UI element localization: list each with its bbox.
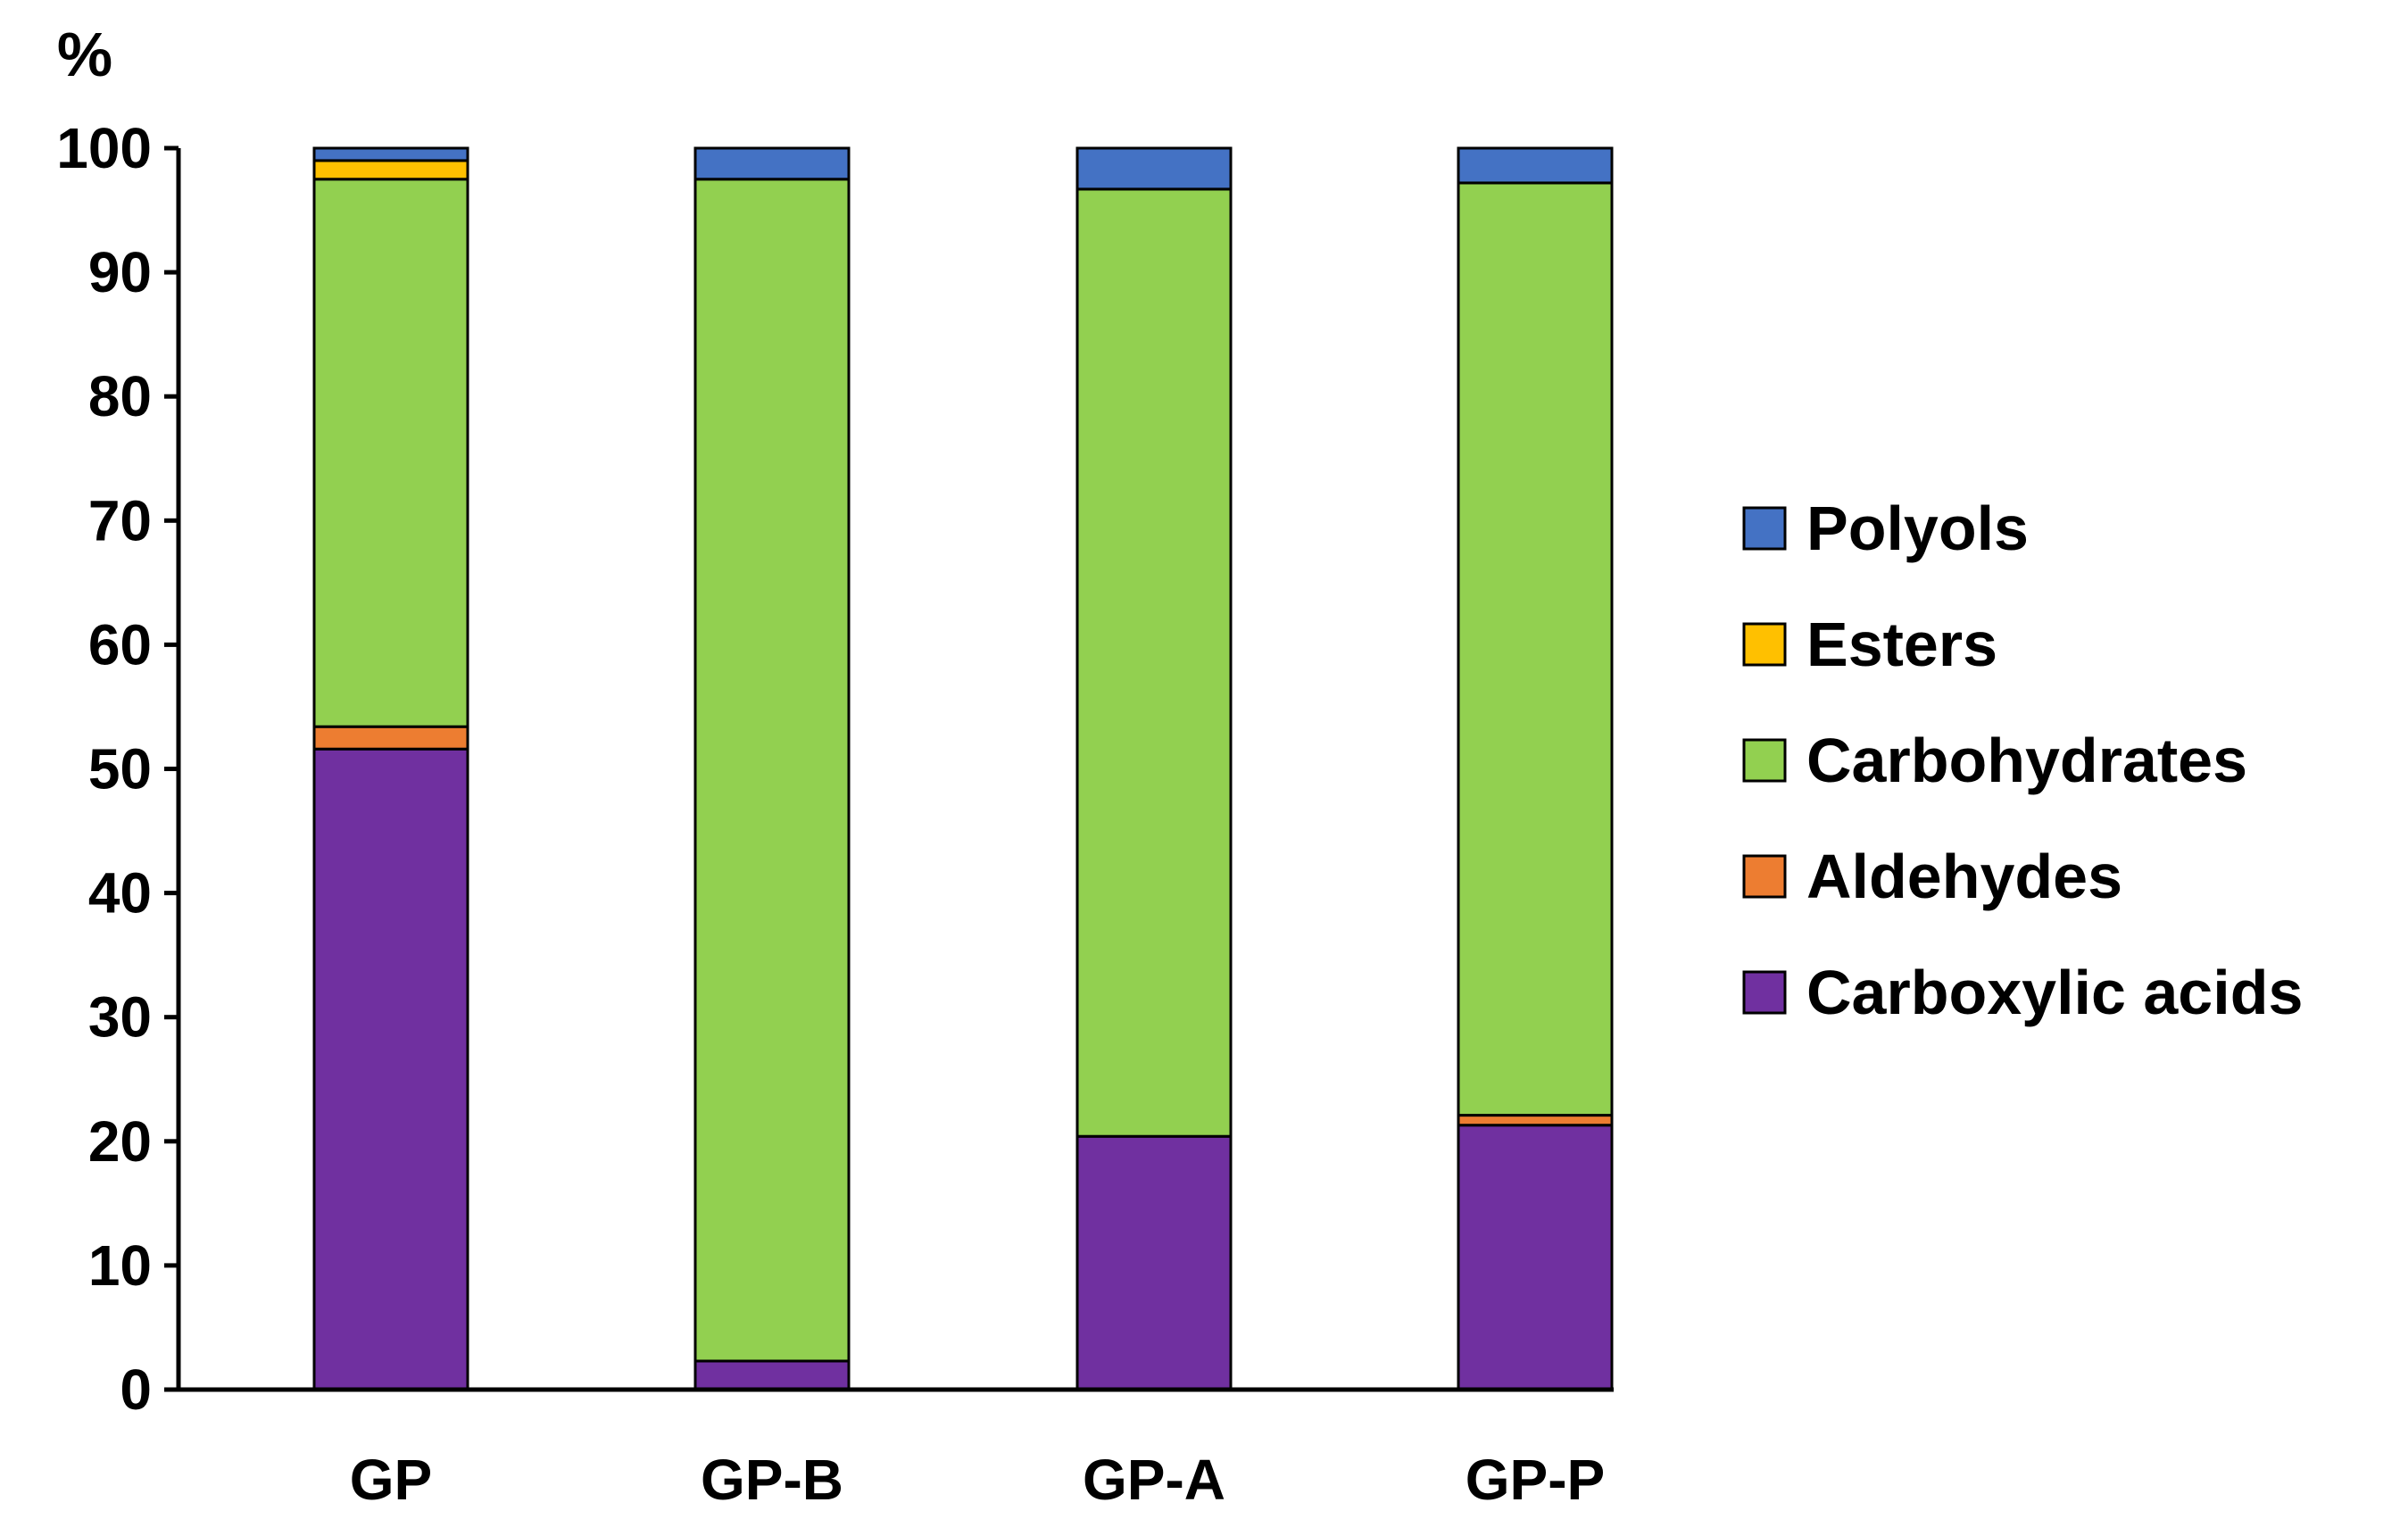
bar-gp-p-carbohydrates	[1457, 181, 1614, 1117]
y-tick-label-50: 50	[88, 737, 152, 801]
y-tick-label-30: 30	[88, 985, 152, 1050]
legend-label-aldehydes: Aldehydes	[1806, 842, 2122, 911]
legend-label-carboxylic-acids: Carboxylic acids	[1806, 958, 2303, 1027]
x-labels-group: GP GP-B GP-A GP-P	[350, 1448, 1605, 1512]
y-tick-label-10: 10	[88, 1233, 152, 1298]
bar-gp-p-carboxylic-acids	[1457, 1124, 1614, 1391]
y-tick-label-0: 0	[120, 1357, 152, 1422]
bar-gp-p-aldehydes	[1457, 1114, 1614, 1127]
bar-gp-carbohydrates	[312, 178, 469, 728]
y-tick-label-80: 80	[88, 364, 152, 428]
bar-gp-a-carboxylic-acids	[1075, 1134, 1233, 1391]
bar-gp-esters	[312, 159, 469, 181]
bar-gp-b-polyols	[693, 146, 851, 181]
bar-gp-b-carboxylic-acids	[693, 1359, 851, 1391]
legend-label-carbohydrates: Carbohydrates	[1806, 726, 2247, 795]
y-ticks-group: 0 10 20 30 40 50 60 70 80 90 100	[56, 116, 179, 1422]
legend-swatch-aldehydes	[1742, 854, 1787, 899]
legend-swatch-esters	[1742, 622, 1787, 667]
legend-swatch-carbohydrates	[1742, 738, 1787, 783]
y-tick-label-90: 90	[88, 240, 152, 304]
y-axis-unit-label: %	[57, 20, 112, 89]
bar-gp-carboxylic-acids	[312, 747, 469, 1391]
legend-label-esters: Esters	[1806, 610, 1997, 679]
bar-gp-a-carbohydrates	[1075, 187, 1233, 1138]
x-tick-label-gp-a: GP-A	[1083, 1448, 1225, 1512]
x-tick-label-gp: GP	[350, 1448, 432, 1512]
y-tick-label-40: 40	[88, 861, 152, 926]
bar-gp-aldehydes	[312, 725, 469, 751]
x-tick-label-gp-b: GP-B	[701, 1448, 843, 1512]
legend-label-polyols: Polyols	[1806, 494, 2029, 563]
y-tick-label-70: 70	[88, 488, 152, 552]
bar-gp-a-polyols	[1075, 146, 1233, 191]
legend-swatch-polyols	[1742, 506, 1787, 551]
bar-gp-p-polyols	[1457, 146, 1614, 185]
bar-gp-polyols	[312, 146, 469, 162]
bar-gp-b-carbohydrates	[693, 178, 851, 1363]
legend: Polyols Esters Carbohydrates Aldehydes Carbo…	[1742, 494, 2303, 1027]
legend-swatch-carboxylic-acids	[1742, 970, 1787, 1015]
y-tick-label-20: 20	[88, 1109, 152, 1174]
x-tick-label-gp-p: GP-P	[1466, 1448, 1605, 1512]
bars-group	[312, 146, 1614, 1391]
y-tick-label-60: 60	[88, 612, 152, 676]
y-tick-label-100: 100	[56, 116, 152, 180]
